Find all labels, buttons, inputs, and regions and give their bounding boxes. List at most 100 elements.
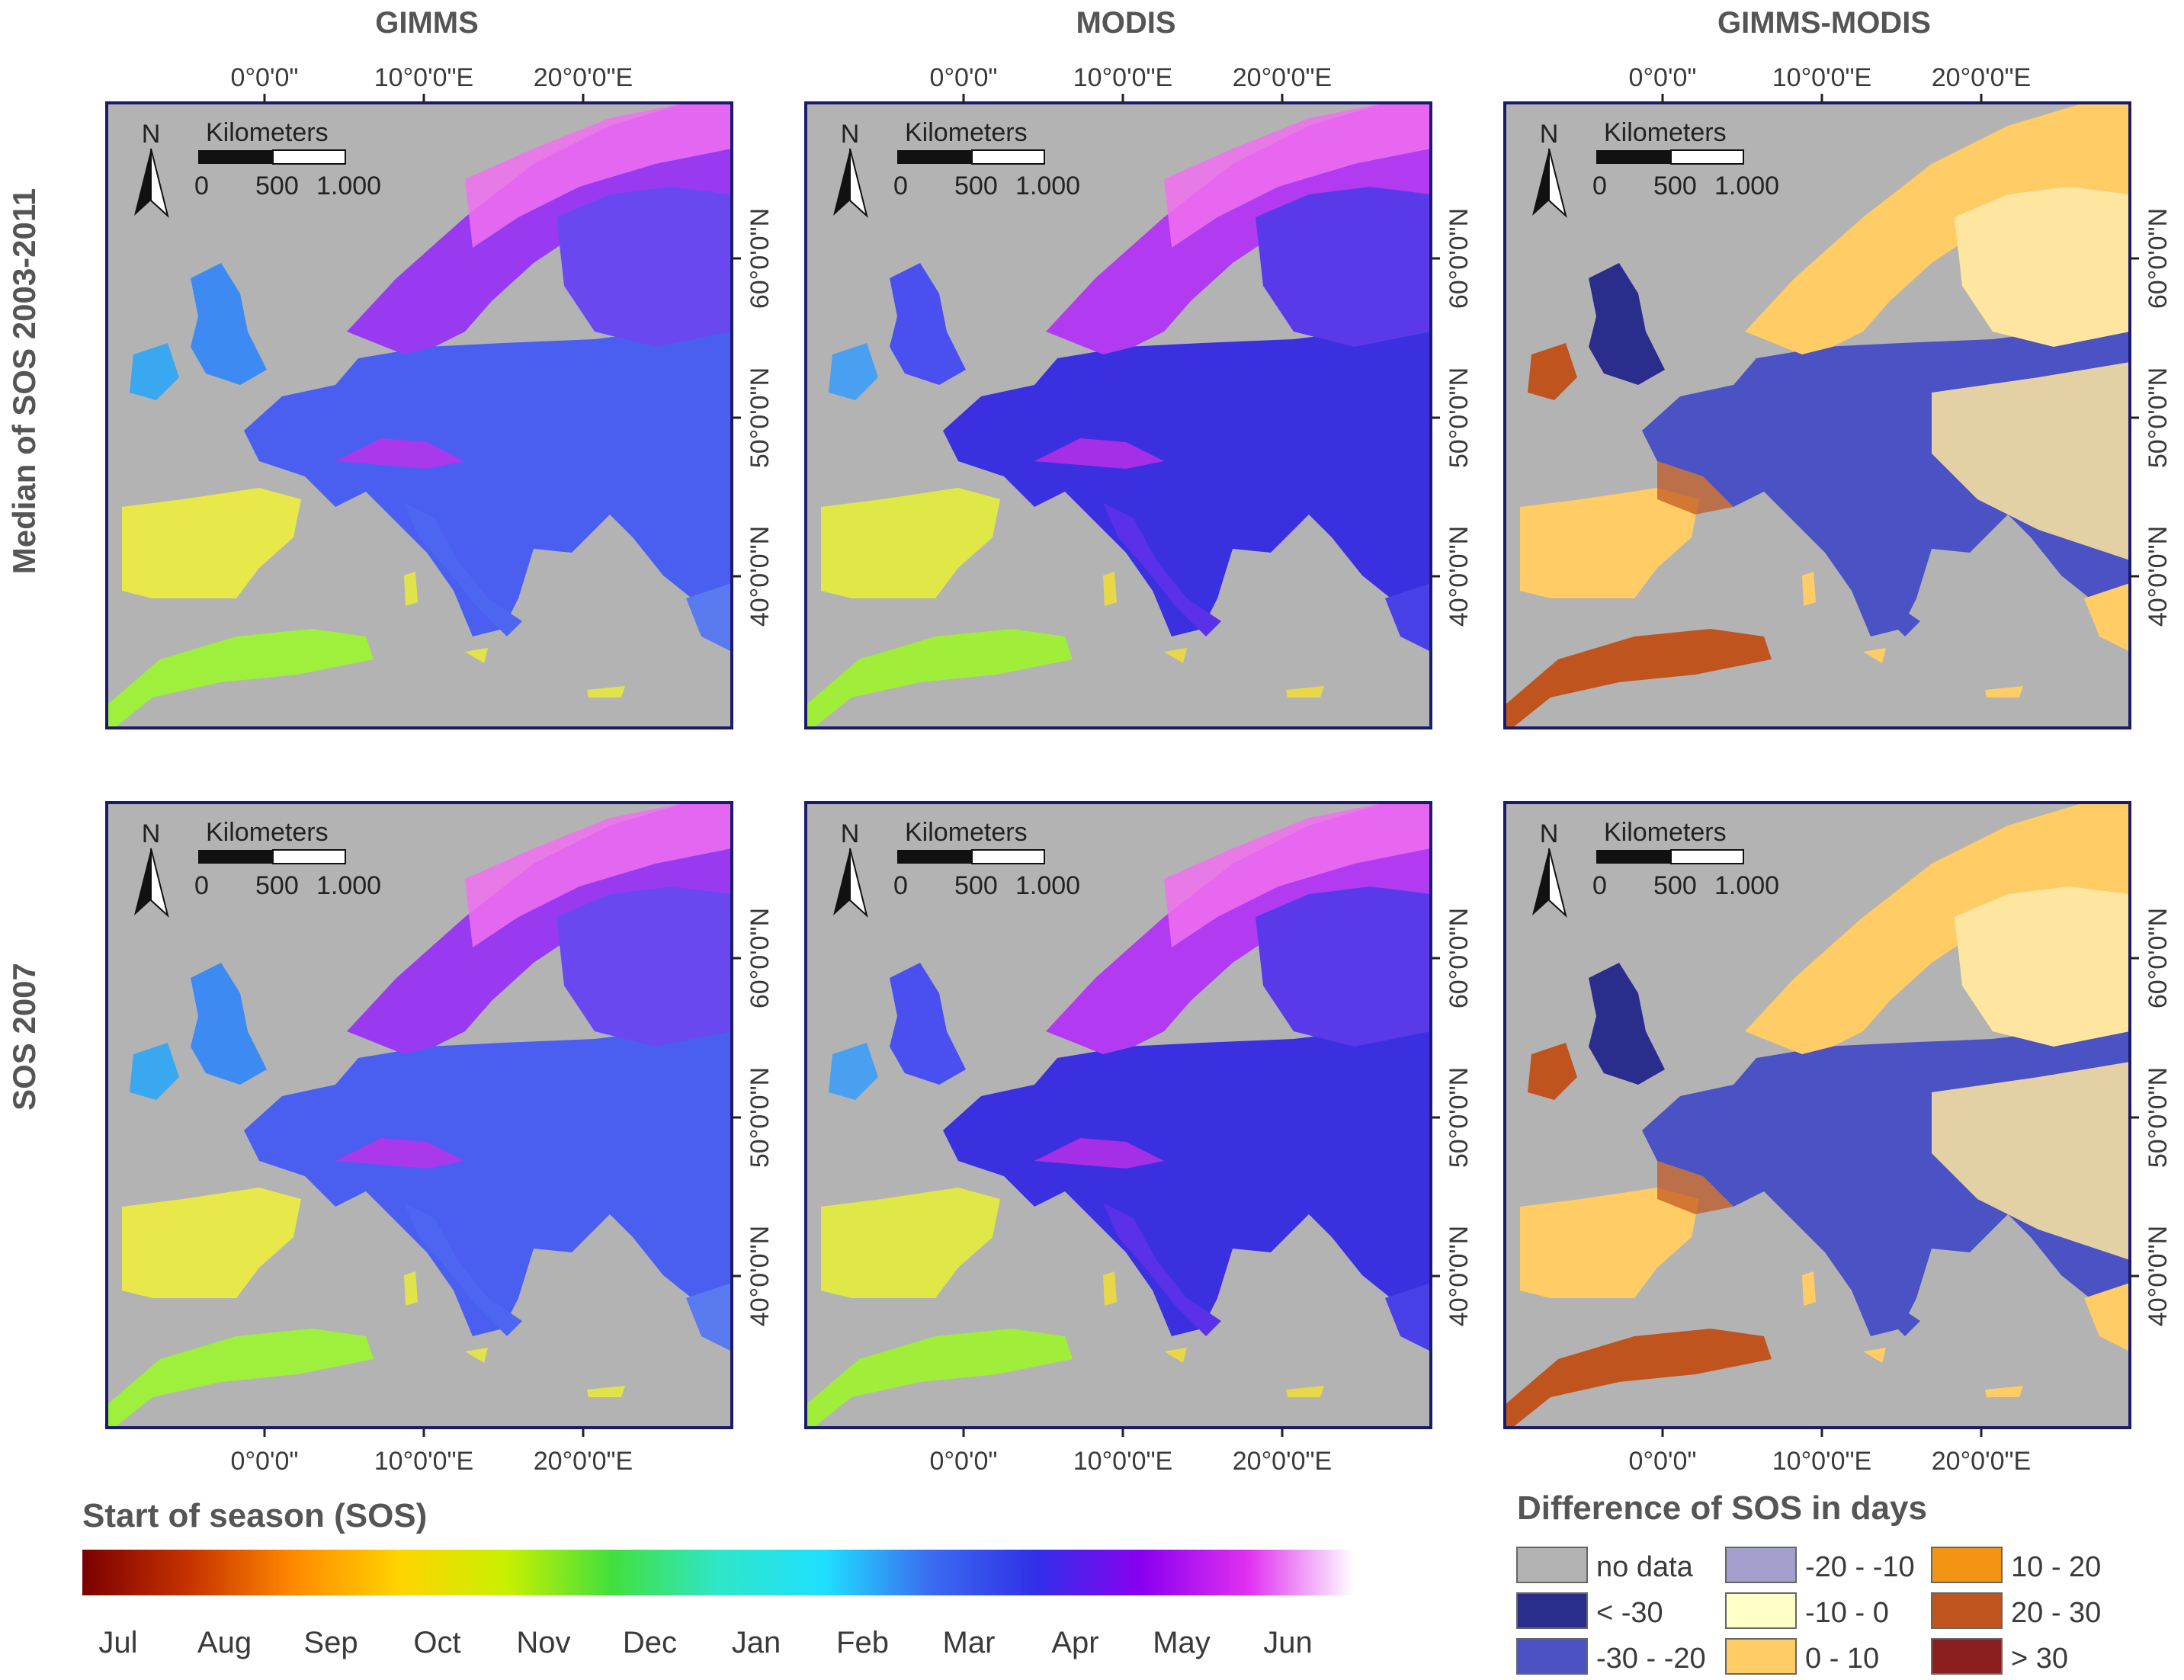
scale-segment-light [272, 149, 346, 165]
land-alps [1034, 1138, 1164, 1169]
land-north-africa [107, 629, 374, 728]
land-alps [1034, 438, 1164, 469]
map-panel-modis-median: 0°0'0" 10°0'0"E 20°0'0"E 60°0'0"N 50°0'0"N 40… [804, 63, 1474, 729]
diff-legend-label: -20 - -10 [1805, 1551, 1915, 1583]
land-sicily [465, 648, 488, 663]
land-britain [890, 263, 966, 385]
land-mainland [244, 324, 732, 636]
land-ireland [829, 343, 878, 400]
land-sardinia [1802, 572, 1816, 606]
scale-bar: Kilometers 0 500 1.000 [194, 818, 381, 900]
scale-label: 0 [1592, 172, 1607, 200]
scale-label: 1.000 [1714, 871, 1779, 900]
scale-title: Kilometers [905, 818, 1028, 847]
land-scandinavia [1745, 103, 2130, 354]
diff-legend-label: -30 - -20 [1596, 1643, 1706, 1675]
lon-tick-label: 10°0'0"E [1772, 63, 1871, 92]
map-panel-modis-2007: 0°0'0" 10°0'0"E 20°0'0"E 60°0'0"N 50°0'0"N 40… [804, 801, 1474, 1476]
north-arrow-icon: N [134, 819, 169, 918]
lat-tick-label: 60°0'0"N [746, 908, 775, 1008]
north-arrow-icon: N [1532, 819, 1567, 918]
column-title-difference: GIMMS-MODIS [1717, 6, 1931, 40]
land-britain [191, 963, 267, 1085]
map-frame [804, 801, 1432, 1429]
map-panel-difference-median: 0°0'0" 10°0'0"E 20°0'0"E 60°0'0"N 50°0'0"N 40… [1503, 63, 2173, 729]
sos-legend-title: Start of season (SOS) [82, 1497, 427, 1534]
lat-tick-label: 50°0'0"N [2144, 367, 2173, 468]
diff-legend-swatch [1725, 1592, 1797, 1629]
diff-legend-swatch [1516, 1592, 1588, 1629]
lat-tick-label: 40°0'0"N [2144, 1226, 2173, 1326]
scale-bar: Kilometers 0 500 1.000 [1592, 818, 1779, 900]
land-north-africa [107, 1329, 374, 1428]
lon-tick-label: 20°0'0"E [1233, 63, 1332, 92]
lat-tick-label: 40°0'0"N [2144, 526, 2173, 627]
scale-title: Kilometers [206, 118, 329, 147]
scale-label: 500 [1653, 871, 1697, 900]
land-iberia [1520, 488, 1699, 598]
scale-segment-dark [897, 850, 972, 864]
land-sardinia [1103, 1271, 1117, 1306]
north-arrow-left [833, 848, 850, 915]
lon-tick-label: 10°0'0"E [1073, 63, 1172, 92]
north-arrow-left [1532, 848, 1549, 915]
lon-tick-label: 20°0'0"E [1233, 1447, 1332, 1476]
land-ireland [1528, 343, 1577, 400]
scale-label: 0 [194, 172, 209, 200]
scale-label: 1.000 [1015, 871, 1080, 900]
map-frame [105, 101, 733, 729]
lat-tick-label: 40°0'0"N [746, 526, 775, 627]
land-italy [1103, 1203, 1221, 1336]
north-label: N [1540, 819, 1559, 848]
land-sicily [1164, 648, 1187, 663]
land-northern-scandinavia [1164, 803, 1431, 947]
land-northern-scandinavia [465, 103, 732, 248]
land-britain [1589, 963, 1665, 1085]
north-arrow-left [1532, 149, 1549, 216]
north-label: N [142, 120, 161, 149]
north-arrow-icon: N [833, 819, 868, 918]
land-france-diff [1657, 1161, 1733, 1214]
land-italy [404, 503, 522, 636]
scale-label: 0 [893, 172, 908, 200]
scale-title: Kilometers [206, 818, 329, 847]
scale-segment-light [1670, 149, 1744, 165]
sos-color-ramp [82, 1550, 1354, 1595]
diff-legend-swatch [1931, 1638, 2003, 1675]
scale-segment-dark [198, 150, 273, 164]
north-arrow-icon: N [1532, 120, 1567, 218]
diff-legend-label: > 30 [2011, 1643, 2068, 1675]
diff-legend-label: 20 - 30 [2011, 1597, 2101, 1629]
north-arrow-right [1548, 848, 1567, 918]
land-sardinia [1802, 1271, 1816, 1306]
land-britain [191, 263, 267, 385]
land-ireland [130, 1043, 179, 1100]
scale-segment-light [1670, 849, 1744, 864]
month-label: Feb [836, 1626, 889, 1659]
scale-label: 0 [1592, 871, 1607, 900]
scale-label: 1.000 [316, 172, 381, 200]
north-label: N [1540, 120, 1559, 149]
land-italy [404, 1203, 522, 1336]
scale-segment-light [971, 849, 1045, 864]
land-northern-scandinavia [1164, 103, 1431, 248]
land-ireland [130, 343, 179, 400]
land-italy [1802, 1203, 1920, 1336]
land-mainland [244, 1024, 732, 1336]
scale-bar: Kilometers 0 500 1.000 [1592, 118, 1779, 200]
land-north-africa [806, 629, 1073, 728]
lon-tick-label: 0°0'0" [231, 63, 299, 92]
month-label: Nov [516, 1626, 570, 1659]
land-iberia [122, 488, 301, 598]
land-turkey [686, 1283, 732, 1351]
map-panel-gimms-2007: 0°0'0" 10°0'0"E 20°0'0"E 60°0'0"N 50°0'0"N 40… [105, 801, 775, 1476]
scale-label: 500 [255, 871, 299, 900]
land-eastern-europe-diff [1932, 362, 2130, 560]
north-arrow-right [1548, 148, 1567, 218]
map-frame [804, 101, 1432, 729]
scale-segment-dark [198, 850, 273, 864]
lon-tick-label: 10°0'0"E [374, 1447, 473, 1476]
land-crete [1985, 686, 2023, 697]
lat-tick-label: 60°0'0"N [1445, 208, 1474, 309]
lon-tick-label: 20°0'0"E [534, 63, 633, 92]
